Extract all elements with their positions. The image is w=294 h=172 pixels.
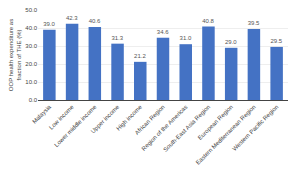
- svg-text:Region of the Americas: Region of the Americas: [140, 104, 188, 152]
- svg-text:21.2: 21.2: [134, 53, 146, 59]
- svg-text:Lower middle income: Lower middle income: [53, 103, 98, 148]
- svg-text:31.0: 31.0: [180, 35, 192, 41]
- svg-text:High income: High income: [115, 103, 143, 131]
- svg-text:European Region: European Region: [197, 104, 234, 141]
- svg-text:South-East Asia Region: South-East Asia Region: [162, 104, 211, 153]
- svg-text:20.0: 20.0: [25, 61, 37, 67]
- svg-text:Eastern Mediterranean Region: Eastern Mediterranean Region: [195, 104, 257, 166]
- svg-text:29.5: 29.5: [270, 38, 282, 44]
- svg-text:39.0: 39.0: [43, 21, 55, 27]
- svg-text:African Region: African Region: [134, 104, 166, 136]
- svg-text:Western Pacific Region: Western Pacific Region: [231, 104, 279, 152]
- svg-text:50.0: 50.0: [25, 7, 37, 13]
- svg-text:0.0: 0.0: [29, 97, 38, 103]
- svg-text:34.6: 34.6: [157, 29, 169, 35]
- svg-text:40.0: 40.0: [25, 25, 37, 31]
- svg-text:OOP health expenditure asfract: OOP health expenditure asfraction of THE…: [8, 19, 22, 91]
- svg-text:30.0: 30.0: [25, 43, 37, 49]
- svg-text:Low income: Low income: [48, 103, 75, 130]
- svg-text:31.3: 31.3: [111, 35, 123, 41]
- svg-text:10.0: 10.0: [25, 79, 37, 85]
- svg-text:40.8: 40.8: [202, 18, 214, 24]
- svg-text:Malaysia: Malaysia: [31, 103, 52, 124]
- svg-text:29.0: 29.0: [225, 39, 237, 45]
- svg-text:Upper income: Upper income: [90, 103, 121, 134]
- svg-text:42.3: 42.3: [66, 15, 78, 21]
- svg-text:40.6: 40.6: [89, 18, 101, 24]
- svg-text:39.5: 39.5: [248, 20, 260, 26]
